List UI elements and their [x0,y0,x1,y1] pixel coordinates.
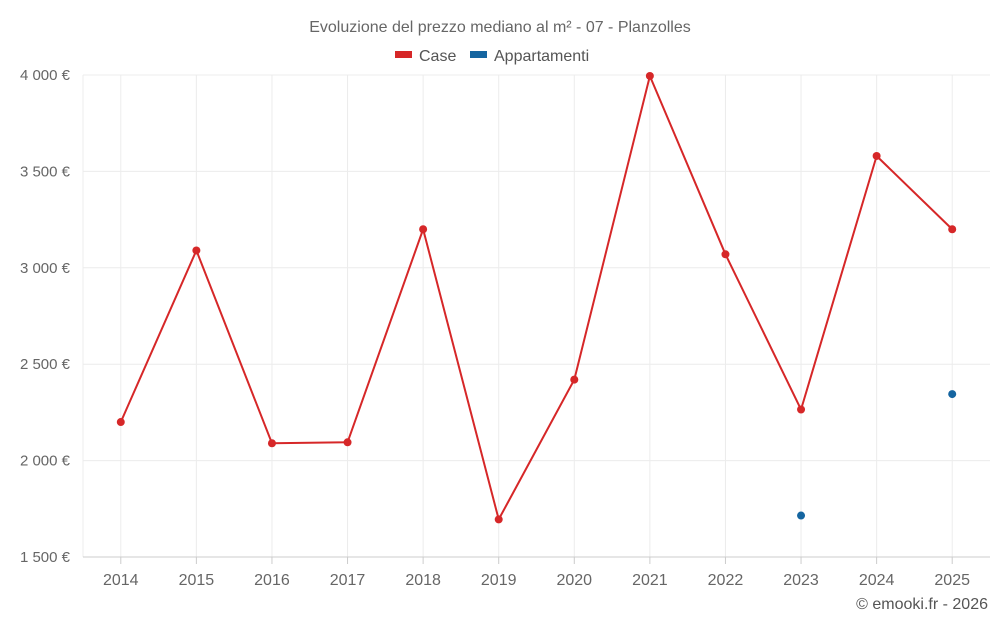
credit-text: © emooki.fr - 2026 [856,596,988,613]
series-line-case [119,74,953,521]
series-appartamenti [797,390,957,520]
y-tick-label: 4 000 € [20,67,71,84]
x-tick-label: 2014 [103,572,139,589]
x-tick-label: 2024 [859,572,895,589]
y-tick-label: 2 500 € [20,356,71,373]
x-tick-label: 2023 [783,572,819,589]
y-tick-label: 1 500 € [20,549,71,566]
data-point-case-2017[interactable] [343,438,352,447]
legend-label-case: Case [419,48,456,65]
legend-swatch-appartamenti [470,51,487,58]
data-point-case-2025[interactable] [948,225,957,234]
chart-title: Evoluzione del prezzo mediano al m² - 07… [309,19,691,36]
data-point-case-2015[interactable] [192,246,201,255]
axes: 1 500 € 2 000 € 2 500 € 3 000 € 3 500 € 4 000… [20,67,990,589]
y-tick-label: 3 500 € [20,163,71,180]
grid [82,74,990,557]
x-tick-label: 2017 [330,572,366,589]
data-point-case-2014[interactable] [116,418,125,427]
y-tick-label: 2 000 € [20,453,71,470]
x-tick-label: 2025 [934,572,970,589]
x-tick-label: 2018 [405,572,441,589]
data-point-case-2021[interactable] [645,71,654,80]
data-point-appartamenti-2023[interactable] [797,511,806,520]
x-tick-label: 2015 [179,572,215,589]
data-point-appartamenti-2025[interactable] [948,390,957,399]
series [116,71,957,524]
x-tick-label: 2020 [556,572,592,589]
legend-item-appartamenti[interactable]: Appartamenti [470,48,589,65]
data-point-case-2022[interactable] [721,250,730,259]
data-point-case-2023[interactable] [797,405,806,414]
data-point-case-2018[interactable] [419,225,428,234]
legend-label-appartamenti: Appartamenti [494,48,589,65]
legend: Case Appartamenti [395,48,589,65]
x-tick-label: 2022 [708,572,744,589]
y-tick-label: 3 000 € [20,260,71,277]
x-tick-label: 2021 [632,572,668,589]
data-point-case-2024[interactable] [872,151,881,160]
data-point-case-2020[interactable] [570,375,579,384]
legend-swatch-case [395,51,412,58]
data-point-case-2016[interactable] [267,439,276,448]
series-case [116,71,957,524]
data-point-case-2019[interactable] [494,515,503,524]
legend-item-case[interactable]: Case [395,48,456,65]
x-tick-label: 2016 [254,572,290,589]
x-tick-label: 2019 [481,572,517,589]
